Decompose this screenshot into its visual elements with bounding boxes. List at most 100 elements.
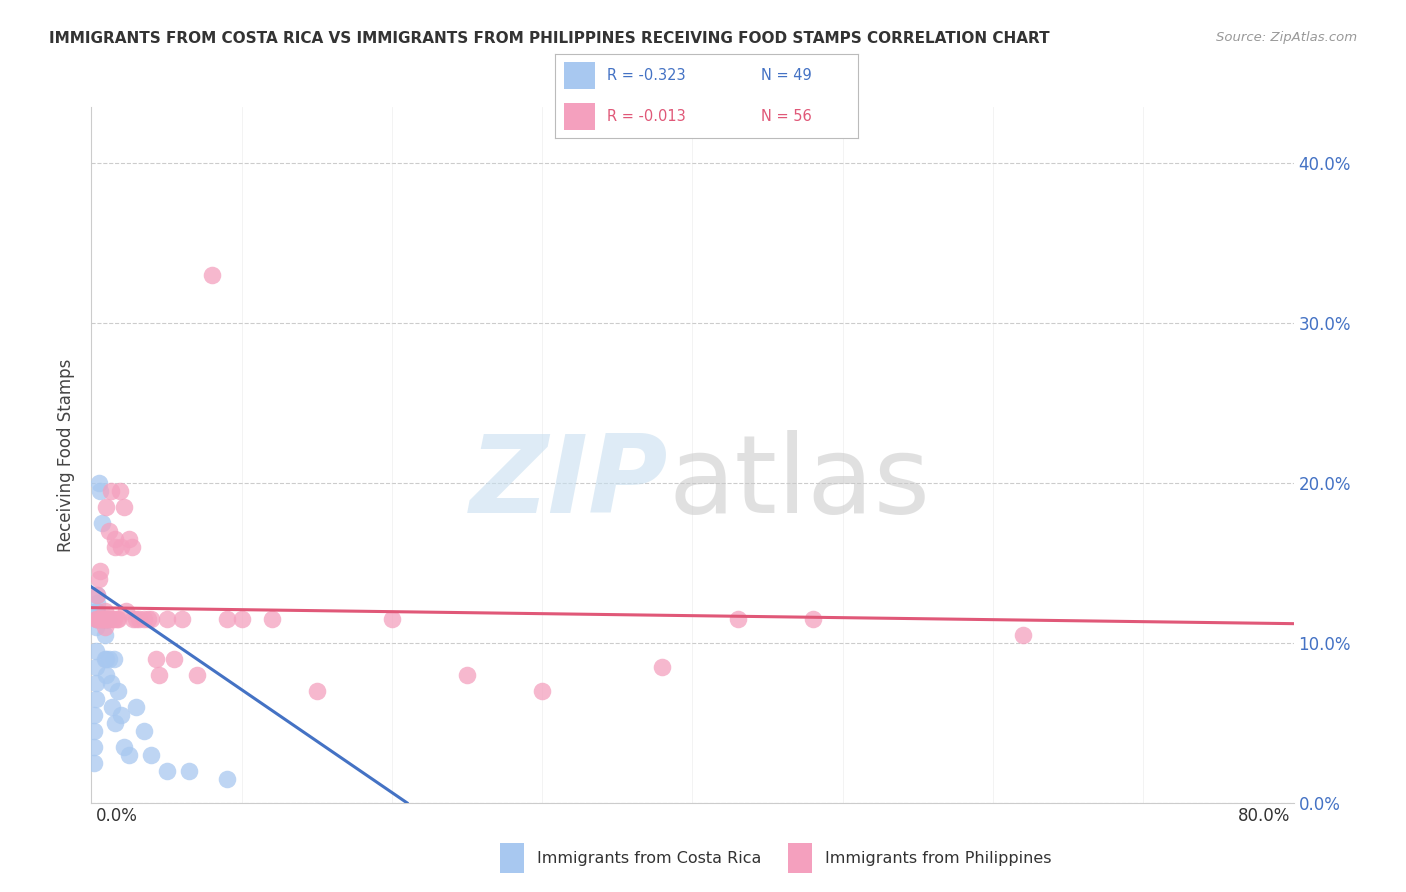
Point: [89, 483, 111, 498]
Point: [100, 676, 122, 690]
Point: [177, 764, 200, 778]
Point: [110, 707, 132, 722]
Point: [132, 723, 155, 738]
Point: [141, 747, 163, 762]
Point: [97, 612, 120, 626]
Point: [215, 772, 238, 786]
Point: [84, 620, 107, 634]
Point: [103, 652, 125, 666]
Point: [260, 612, 283, 626]
Point: [83, 707, 105, 722]
Point: [93, 612, 115, 626]
Point: [114, 500, 136, 514]
Point: [163, 652, 186, 666]
Point: [89, 564, 111, 578]
Point: [121, 540, 143, 554]
Point: [122, 612, 145, 626]
Text: IMMIGRANTS FROM COSTA RICA VS IMMIGRANTS FROM PHILIPPINES RECEIVING FOOD STAMPS : IMMIGRANTS FROM COSTA RICA VS IMMIGRANTS…: [49, 31, 1050, 46]
Point: [125, 612, 148, 626]
Point: [155, 612, 177, 626]
Text: 80.0%: 80.0%: [1239, 807, 1291, 825]
Point: [90, 612, 112, 626]
Point: [115, 604, 138, 618]
Point: [104, 715, 127, 730]
Text: N = 49: N = 49: [761, 68, 811, 83]
Point: [90, 612, 112, 626]
Point: [86, 604, 108, 618]
Point: [96, 612, 118, 626]
Point: [96, 668, 118, 682]
Point: [84, 676, 107, 690]
Point: [94, 612, 117, 626]
Point: [84, 660, 107, 674]
Text: atlas: atlas: [668, 430, 931, 536]
Point: [107, 683, 129, 698]
Point: [125, 699, 148, 714]
Point: [201, 268, 224, 282]
Point: [107, 612, 129, 626]
Y-axis label: Receiving Food Stamps: Receiving Food Stamps: [58, 359, 76, 551]
Text: 0.0%: 0.0%: [96, 807, 138, 825]
Point: [98, 524, 121, 538]
Point: [87, 612, 110, 626]
Point: [114, 739, 136, 754]
Point: [145, 652, 167, 666]
Text: R = -0.013: R = -0.013: [607, 109, 686, 124]
Point: [94, 604, 117, 618]
Point: [531, 683, 554, 698]
Point: [86, 588, 108, 602]
Point: [94, 628, 117, 642]
Point: [170, 612, 193, 626]
Text: Immigrants from Philippines: Immigrants from Philippines: [825, 851, 1052, 865]
Point: [86, 596, 108, 610]
Point: [132, 612, 155, 626]
Point: [83, 739, 105, 754]
Point: [83, 723, 105, 738]
Point: [1012, 628, 1035, 642]
Point: [305, 683, 328, 698]
Point: [86, 612, 108, 626]
Text: N = 56: N = 56: [761, 109, 811, 124]
Point: [96, 500, 118, 514]
Point: [89, 612, 111, 626]
Point: [118, 747, 141, 762]
Point: [96, 612, 118, 626]
Point: [104, 540, 127, 554]
Point: [90, 516, 112, 530]
Point: [110, 540, 132, 554]
Point: [128, 612, 150, 626]
Point: [96, 652, 118, 666]
Point: [186, 668, 208, 682]
Point: [86, 588, 108, 602]
Point: [105, 612, 128, 626]
Point: [87, 612, 110, 626]
Point: [93, 612, 115, 626]
Point: [98, 652, 121, 666]
Point: [101, 612, 124, 626]
Point: [84, 612, 107, 626]
Point: [118, 532, 141, 546]
Bar: [564, 103, 595, 130]
Point: [87, 572, 110, 586]
Point: [89, 612, 111, 626]
Point: [87, 612, 110, 626]
Point: [97, 612, 120, 626]
Point: [456, 668, 478, 682]
Point: [87, 612, 110, 626]
Point: [727, 612, 749, 626]
Point: [94, 652, 117, 666]
Point: [86, 612, 108, 626]
Point: [148, 668, 170, 682]
Point: [84, 604, 107, 618]
Point: [381, 612, 404, 626]
Point: [83, 756, 105, 770]
Point: [93, 612, 115, 626]
Text: Source: ZipAtlas.com: Source: ZipAtlas.com: [1216, 31, 1357, 45]
Point: [101, 699, 124, 714]
Point: [801, 612, 824, 626]
Point: [651, 660, 673, 674]
Point: [215, 612, 238, 626]
Point: [86, 612, 108, 626]
Point: [84, 644, 107, 658]
Point: [87, 612, 110, 626]
